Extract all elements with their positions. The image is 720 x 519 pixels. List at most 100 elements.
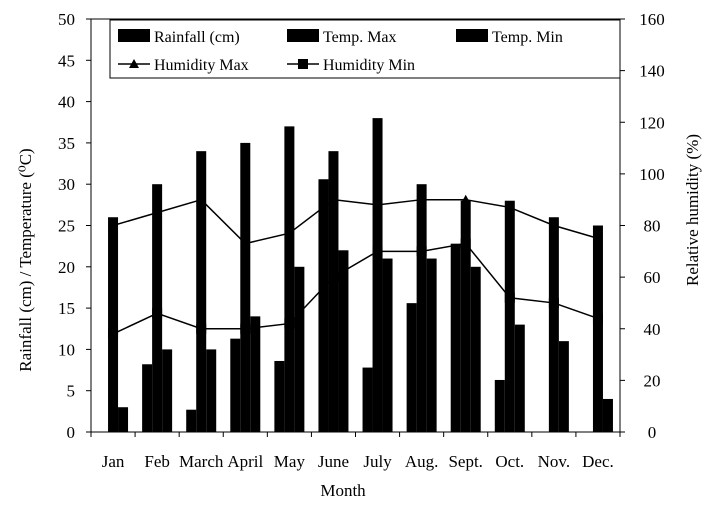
left-axis-ticks: 0 5 10 15 20 25 30 35 40 45 50 [58, 10, 91, 442]
left-tick-label: 10 [58, 340, 75, 359]
humidity-max-point [416, 194, 427, 204]
legend-swatch [118, 29, 150, 42]
humidity-min-point [504, 292, 515, 303]
right-tick-label: 140 [639, 62, 665, 81]
legend-square-marker [298, 59, 308, 69]
humidity-max-point [372, 199, 383, 209]
humidity-max-point [284, 228, 295, 238]
humidity-min-point [196, 323, 207, 334]
bar-rainfall-cm [362, 367, 373, 432]
bar-temp-max [284, 126, 295, 432]
bar-rainfall-cm [186, 409, 197, 432]
right-tick-label: 80 [644, 217, 661, 236]
legend-label: Rainfall (cm) [154, 29, 240, 46]
line-marks [108, 194, 603, 339]
right-tick-label: 100 [639, 165, 665, 184]
humidity-max-point [504, 202, 515, 212]
right-tick-label: 160 [639, 10, 665, 29]
legend-label: Temp. Min [492, 29, 563, 46]
bar-temp-min [602, 398, 613, 432]
x-tick-label: Sept. [448, 452, 482, 471]
legend: Rainfall (cm) Temp. Max Temp. Min Humidity … [109, 19, 621, 79]
legend-label: Humidity Max [154, 57, 249, 74]
x-tick-label: April [227, 452, 263, 471]
humidity-min-point [592, 313, 603, 324]
bar-rainfall-cm [318, 179, 329, 432]
x-axis-ticks: Jan Feb March April May June July Aug. Sept. Oct.… [90, 432, 621, 471]
bar-temp-min [250, 316, 261, 432]
bar-temp-min [382, 258, 393, 432]
left-tick-label: 20 [58, 258, 75, 277]
humidity-max-point [152, 207, 163, 217]
x-tick-label: Dec. [582, 452, 614, 471]
x-tick-label: Oct. [495, 452, 524, 471]
x-tick-label: March [179, 452, 224, 471]
bar-temp-max [372, 118, 383, 433]
humidity-max-point [548, 220, 559, 230]
humidity-max-point [592, 233, 603, 243]
humidity-max-point [328, 194, 339, 204]
humidity-min-point [240, 323, 251, 334]
humidity-min-point [328, 272, 339, 283]
left-tick-label: 50 [58, 10, 75, 29]
x-tick-label: May [274, 452, 306, 471]
line-humidity-max [112, 198, 599, 245]
bar-temp-max [240, 142, 251, 432]
right-axis-ticks: 0 20 40 60 80 100 120 140 160 [620, 10, 665, 442]
bar-temp-max [108, 217, 119, 432]
x-tick-label: June [318, 452, 349, 471]
bar-rainfall-cm [230, 338, 241, 432]
humidity-max-point [240, 238, 251, 248]
bar-temp-min [206, 349, 217, 432]
left-tick-label: 30 [58, 175, 75, 194]
bar-temp-max [328, 151, 339, 432]
left-tick-label: 0 [67, 423, 76, 442]
line-humidity-min [112, 242, 599, 335]
left-tick-label: 40 [58, 93, 75, 112]
left-tick-label: 5 [67, 382, 76, 401]
humidity-max-point [196, 194, 207, 204]
humidity-max-point [108, 220, 119, 230]
bar-temp-min [162, 349, 173, 432]
right-tick-label: 20 [644, 371, 661, 390]
humidity-min-point [460, 238, 471, 249]
left-tick-label: 15 [58, 299, 75, 318]
bar-temp-min [470, 266, 481, 432]
bar-temp-min [426, 258, 437, 432]
humidity-min-point [372, 246, 383, 257]
x-tick-label: Feb [144, 452, 170, 471]
right-tick-label: 120 [639, 113, 665, 132]
humidity-min-point [284, 318, 295, 329]
bar-temp-min [514, 324, 525, 432]
bar-temp-max [416, 184, 427, 432]
bar-temp-min [294, 266, 305, 432]
humidity-min-point [152, 308, 163, 319]
bar-temp-max [152, 184, 163, 432]
bar-temp-max [460, 200, 471, 432]
legend-swatch [287, 29, 319, 42]
bar-temp-max [548, 217, 559, 432]
legend-triangle-marker [129, 59, 139, 68]
bar-temp-max [504, 200, 515, 432]
right-tick-label: 60 [644, 268, 661, 287]
bar-rainfall-cm [274, 360, 285, 432]
bar-marks [108, 118, 613, 433]
bar-rainfall-cm [494, 379, 505, 432]
humidity-min-point [108, 328, 119, 339]
right-tick-label: 40 [644, 320, 661, 339]
legend-swatch [456, 29, 488, 42]
left-tick-label: 25 [58, 217, 75, 236]
bar-rainfall-cm [142, 364, 153, 432]
left-axis-title: Rainfall (cm) / Temperature (⁰C) [16, 148, 35, 371]
legend-label: Temp. Max [323, 29, 397, 46]
right-tick-label: 0 [648, 423, 657, 442]
bar-temp-max [196, 151, 207, 432]
bar-rainfall-cm [406, 303, 417, 432]
x-tick-label: Jan [102, 452, 125, 471]
legend-box [109, 19, 621, 79]
humidity-min-point [416, 246, 427, 257]
bar-temp-min [118, 407, 129, 432]
humidity-max-point [460, 194, 471, 204]
bar-temp-max [592, 225, 603, 432]
humidity-min-point [548, 297, 559, 308]
